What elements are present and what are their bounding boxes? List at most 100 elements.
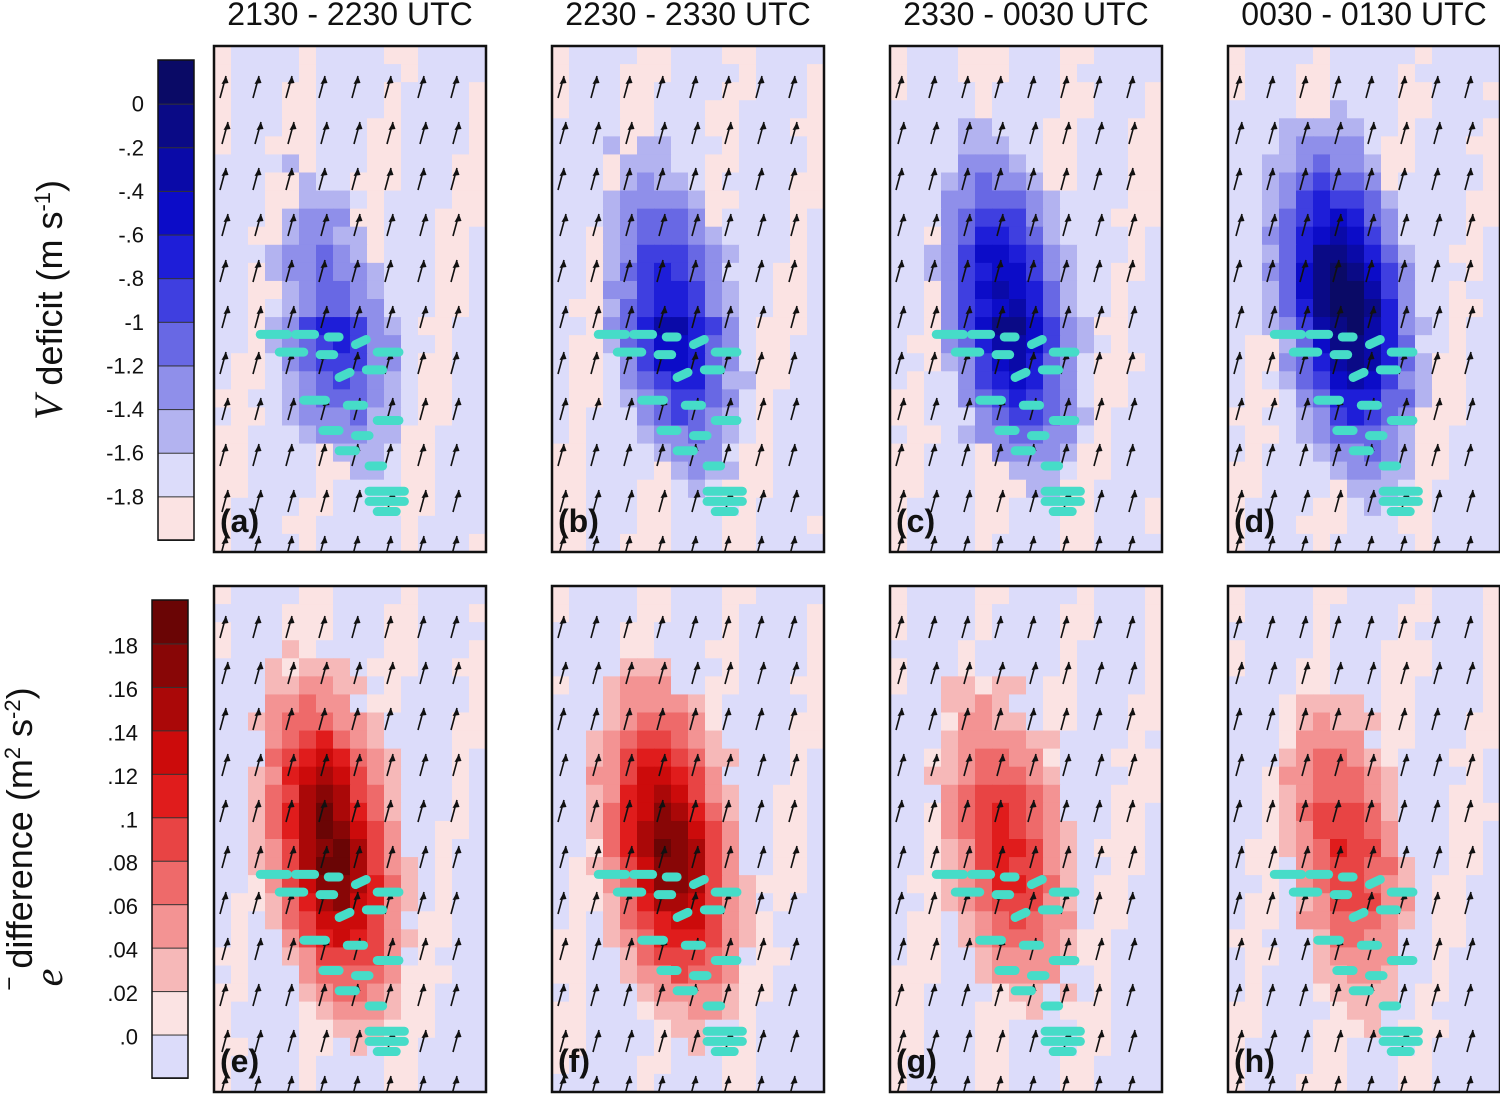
heatmap-cell <box>569 947 587 967</box>
heatmap-cell <box>975 802 993 822</box>
heatmap-cell <box>807 947 824 967</box>
heatmap-cell <box>620 658 638 677</box>
wind-arrow <box>1334 489 1344 513</box>
heatmap-cell <box>248 730 266 750</box>
heatmap-cells <box>890 586 1162 1092</box>
heatmap-cell <box>1128 820 1146 840</box>
heatmap-cell <box>1043 371 1061 390</box>
heatmap-cell <box>722 676 740 696</box>
heatmap-cell <box>807 604 824 623</box>
heatmap-cell <box>1364 64 1382 83</box>
heatmap-cell <box>924 947 942 967</box>
heatmap-cell <box>367 857 385 876</box>
wind-arrow <box>592 305 602 329</box>
wind-arrow <box>417 983 427 1007</box>
heatmap-cell <box>1415 208 1433 228</box>
heatmap-cell <box>299 947 317 967</box>
heatmap-cell <box>603 190 621 210</box>
heatmap-cell <box>1145 226 1162 246</box>
heatmap-cell <box>569 100 587 119</box>
heatmap-cell <box>418 604 436 623</box>
wind-arrow <box>1235 397 1245 421</box>
heatmap-cell <box>739 604 757 623</box>
wind-arrow <box>1062 753 1072 777</box>
heatmap-cell <box>1432 604 1450 623</box>
heatmap-cell <box>214 875 232 894</box>
heatmap-cell <box>992 100 1010 119</box>
heatmap-cell <box>452 820 470 840</box>
heatmap-cell <box>299 82 317 101</box>
heatmap-cell <box>418 784 436 804</box>
heatmap-cell <box>1128 461 1146 481</box>
wind-arrow <box>895 75 905 99</box>
heatmap-cell <box>384 983 402 1003</box>
wind-arrow <box>384 615 394 639</box>
turbine-markers <box>1269 869 1423 1057</box>
heatmap-cell <box>435 533 453 552</box>
heatmap-cell <box>316 515 334 535</box>
wind-arrow <box>1128 397 1138 421</box>
heatmap-cell <box>1279 172 1297 192</box>
wind-arrow <box>590 983 600 1007</box>
heatmap-cell <box>975 353 993 372</box>
heatmap-cell <box>316 766 334 786</box>
heatmap-cell <box>1381 425 1399 445</box>
heatmap-cell <box>231 262 249 282</box>
heatmap-cell <box>1077 208 1095 228</box>
heatmap-cell <box>418 515 436 535</box>
wind-arrow <box>220 1075 229 1092</box>
heatmap-cell <box>992 586 1010 605</box>
heatmap-cell <box>773 64 791 83</box>
wind-arrow <box>1093 351 1103 375</box>
heatmap-cell <box>248 622 266 641</box>
heatmap-cell <box>333 533 351 552</box>
heatmap-cell <box>248 586 266 605</box>
heatmap-cell <box>941 820 959 840</box>
wind-arrow <box>690 535 699 552</box>
wind-arrow <box>1093 615 1103 639</box>
heatmap-cell <box>435 676 453 696</box>
heatmap-cell <box>1313 371 1331 390</box>
wind-arrow <box>318 707 328 731</box>
wind-arrow <box>386 661 396 685</box>
wind-arrow <box>591 535 600 552</box>
heatmap-cell <box>282 479 300 499</box>
heatmap-cell <box>1026 784 1044 804</box>
heatmap-cell <box>790 136 808 156</box>
heatmap-cell <box>924 712 942 732</box>
heatmap-cell <box>282 965 300 985</box>
heatmap-cell <box>282 802 300 822</box>
heatmap-cell <box>603 172 621 192</box>
heatmap-cell <box>773 461 791 481</box>
wind-arrow <box>590 615 600 639</box>
wind-arrow <box>930 213 940 237</box>
heatmap-cell <box>756 64 774 83</box>
heatmap-cell <box>637 604 655 623</box>
heatmap-cell <box>350 64 368 83</box>
heatmap-cell <box>1111 947 1129 967</box>
heatmap-cell <box>248 280 266 300</box>
heatmap-cell <box>333 820 351 840</box>
heatmap-cell <box>992 244 1010 264</box>
wind-arrow <box>1060 799 1070 823</box>
wind-arrow <box>451 535 460 552</box>
wind-arrow <box>994 443 1004 467</box>
heatmap-cell <box>807 461 824 481</box>
heatmap-cell <box>1043 730 1061 750</box>
heatmap-cell <box>1347 497 1365 517</box>
wind-arrow <box>897 937 907 961</box>
heatmap-cell <box>1009 479 1027 499</box>
heatmap-cell <box>975 1001 993 1021</box>
heatmap-cell <box>1313 820 1331 840</box>
colorbar-tick-label: .04 <box>107 938 138 963</box>
heatmap-cell <box>333 1001 351 1021</box>
heatmap-cell <box>958 443 976 463</box>
wind-arrow <box>625 937 635 961</box>
heatmap-cell <box>1262 586 1280 605</box>
heatmap-cell <box>924 1055 942 1075</box>
heatmap-cell <box>1364 766 1382 786</box>
heatmap-cell <box>452 479 470 499</box>
heatmap-cell <box>248 371 266 390</box>
heatmap-cell <box>722 730 740 750</box>
heatmap-cell <box>1245 748 1263 768</box>
